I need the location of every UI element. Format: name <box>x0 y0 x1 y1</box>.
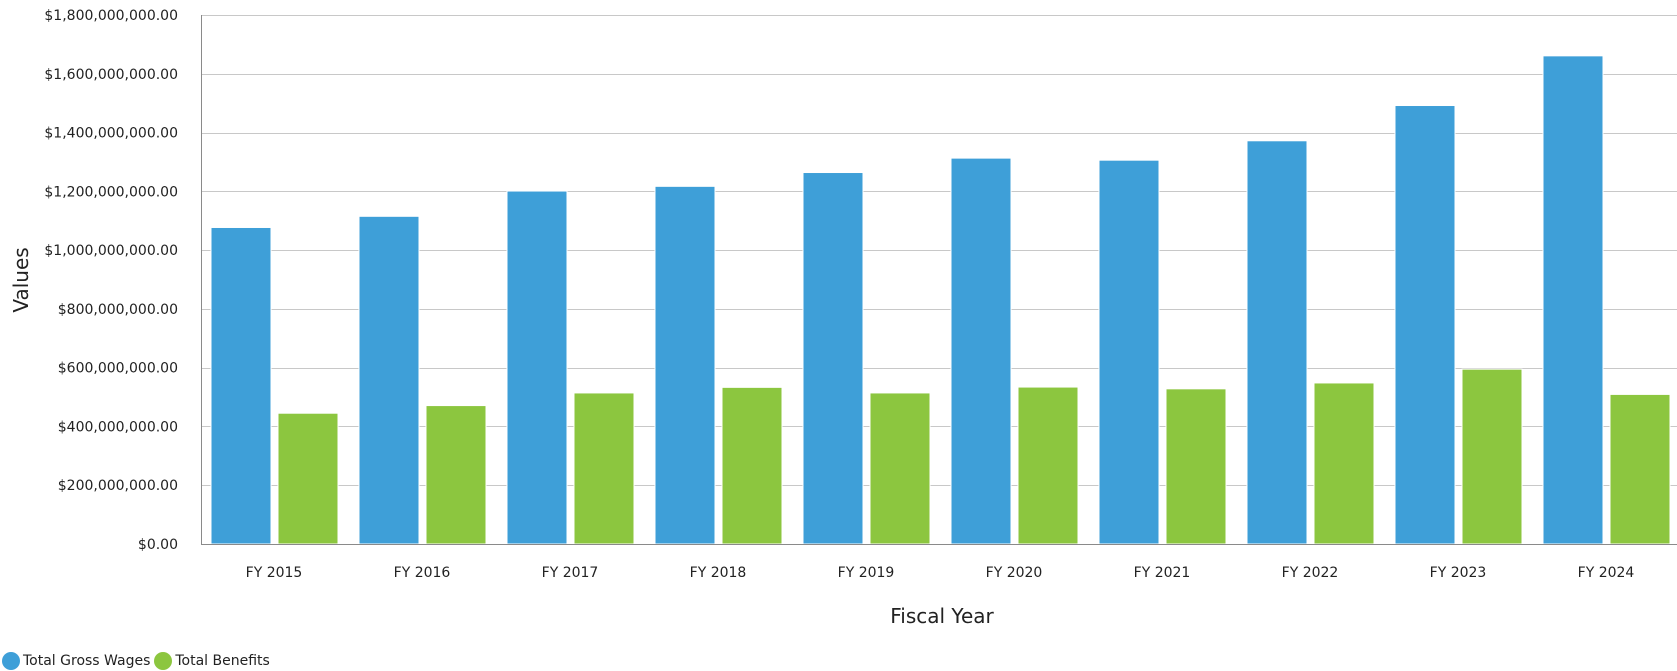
y-tick-label: $400,000,000.00 <box>58 419 178 435</box>
legend-item-total-benefits[interactable]: Total Benefits <box>154 652 270 670</box>
legend: Total Gross Wages Total Benefits <box>2 652 270 670</box>
x-tick-label: FY 2023 <box>1430 565 1487 581</box>
x-tick-label: FY 2016 <box>394 565 451 581</box>
bar-total-benefits-fy-2019[interactable] <box>869 392 931 545</box>
y-axis-tick-labels: $0.00 $200,000,000.00 $400,000,000.00 $600,… <box>44 8 178 553</box>
legend-item-total-gross-wages[interactable]: Total Gross Wages <box>2 652 150 670</box>
bar-total-gross-wages-fy-2019[interactable] <box>802 172 864 545</box>
y-tick-label: $1,600,000,000.00 <box>44 67 178 83</box>
legend-label-total-benefits: Total Benefits <box>175 653 270 669</box>
legend-label-total-gross-wages: Total Gross Wages <box>23 653 151 669</box>
bar-total-gross-wages-fy-2015[interactable] <box>210 226 272 545</box>
bar-total-benefits-fy-2021[interactable] <box>1165 388 1227 545</box>
x-tick-label: FY 2021 <box>1134 565 1191 581</box>
y-tick-label: $600,000,000.00 <box>58 361 178 377</box>
x-tick-label: FY 2015 <box>246 565 303 581</box>
bar-total-gross-wages-fy-2016[interactable] <box>358 215 420 545</box>
bar-total-benefits-fy-2022[interactable] <box>1313 382 1375 545</box>
bar-total-gross-wages-fy-2020[interactable] <box>950 157 1012 545</box>
bar-total-gross-wages-fy-2021[interactable] <box>1098 159 1160 545</box>
axes <box>201 15 1677 545</box>
y-axis-title: Values <box>9 247 33 312</box>
y-tick-label: $1,400,000,000.00 <box>44 126 178 142</box>
bar-total-benefits-fy-2017[interactable] <box>573 392 635 545</box>
y-tick-label: $1,000,000,000.00 <box>44 243 178 259</box>
x-axis-title: Fiscal Year <box>890 604 994 628</box>
bar-total-benefits-fy-2015[interactable] <box>277 412 339 545</box>
y-tick-label: $800,000,000.00 <box>58 302 178 318</box>
bar-total-gross-wages-fy-2017[interactable] <box>506 190 568 545</box>
legend-swatch-total-gross-wages <box>2 652 20 670</box>
legend-swatch-total-benefits <box>154 652 173 670</box>
bar-total-benefits-fy-2016[interactable] <box>425 405 487 545</box>
x-tick-label: FY 2022 <box>1282 565 1339 581</box>
y-tick-label: $1,200,000,000.00 <box>44 184 178 200</box>
bar-total-benefits-fy-2018[interactable] <box>721 386 783 545</box>
bar-total-gross-wages-fy-2022[interactable] <box>1246 140 1308 545</box>
gridlines <box>201 15 1677 545</box>
bar-total-gross-wages-fy-2023[interactable] <box>1394 105 1456 545</box>
y-tick-label: $200,000,000.00 <box>58 478 178 494</box>
x-tick-label: FY 2017 <box>542 565 599 581</box>
x-tick-label: FY 2019 <box>838 565 895 581</box>
bar-total-gross-wages-fy-2018[interactable] <box>654 185 716 545</box>
x-tick-label: FY 2024 <box>1578 565 1635 581</box>
bar-total-gross-wages-fy-2024[interactable] <box>1542 55 1604 545</box>
y-tick-label: $1,800,000,000.00 <box>44 8 178 24</box>
x-axis-tick-labels: FY 2015 FY 2016 FY 2017 FY 2018 FY 2019 FY 20… <box>246 565 1635 581</box>
y-tick-label: $0.00 <box>138 537 178 553</box>
bars <box>210 55 1671 545</box>
bar-total-benefits-fy-2023[interactable] <box>1461 368 1523 545</box>
x-tick-label: FY 2018 <box>690 565 747 581</box>
bar-total-benefits-fy-2024[interactable] <box>1609 393 1671 545</box>
bar-total-benefits-fy-2020[interactable] <box>1017 386 1079 545</box>
x-tick-label: FY 2020 <box>986 565 1043 581</box>
